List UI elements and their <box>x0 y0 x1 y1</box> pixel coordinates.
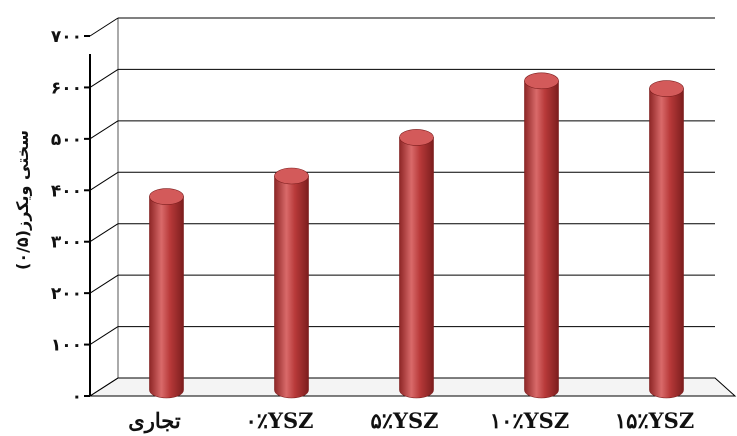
y-tick-label: ۴۰۰ <box>51 181 82 201</box>
bar-top <box>524 72 559 90</box>
gridline-diag <box>89 120 119 140</box>
bar <box>149 188 184 399</box>
x-tick-label: تجاری <box>128 408 181 434</box>
gridline-diag <box>89 326 119 345</box>
y-tick-label: ۷۰۰ <box>51 27 82 47</box>
y-tick-label: ۱۰۰ <box>51 336 82 356</box>
y-tick-label: ۵۰۰ <box>51 130 82 150</box>
bar <box>399 129 434 399</box>
bar-top <box>149 188 184 205</box>
y-tick-label: ۶۰۰ <box>51 78 82 98</box>
bar-top <box>649 80 684 97</box>
gridline-diag <box>89 69 119 88</box>
bar <box>524 72 559 399</box>
gridline-diag <box>89 223 119 243</box>
x-tick-label: ۵٪YSZ <box>370 408 438 433</box>
y-axis-ticks: ۰ ۱۰۰ ۲۰۰ ۳۰۰ ۴۰۰ ۵۰۰ ۶۰۰ ۷۰۰ <box>51 27 90 407</box>
gridline-diag <box>89 171 119 191</box>
x-tick-label: ۱۵٪YSZ <box>615 408 694 433</box>
bar-body <box>274 175 309 399</box>
bar <box>274 167 309 399</box>
bars <box>149 72 684 399</box>
gridline-diag <box>89 17 119 37</box>
x-tick-label: ۰٪YSZ <box>245 408 313 433</box>
bar-body <box>524 80 559 399</box>
bar-body <box>649 88 684 399</box>
bar-top <box>274 167 309 185</box>
x-tick-label: ۱۰٪YSZ <box>490 408 569 433</box>
bar <box>649 80 684 399</box>
y-tick-label: ۰ <box>72 387 82 407</box>
y-axis-label: سختی ویکرز(۰/۵) <box>13 130 32 270</box>
bar-body <box>149 196 184 399</box>
bar-top <box>399 129 434 146</box>
y-tick-label: ۳۰۰ <box>51 233 82 253</box>
y-tick-label: ۲۰۰ <box>51 284 82 304</box>
bar-body <box>399 137 434 399</box>
gridline-diag <box>89 377 119 397</box>
gridline-diag <box>89 274 119 294</box>
x-axis-labels: تجاری ۰٪YSZ ۵٪YSZ ۱۰٪YSZ ۱۵٪YSZ <box>128 408 694 434</box>
